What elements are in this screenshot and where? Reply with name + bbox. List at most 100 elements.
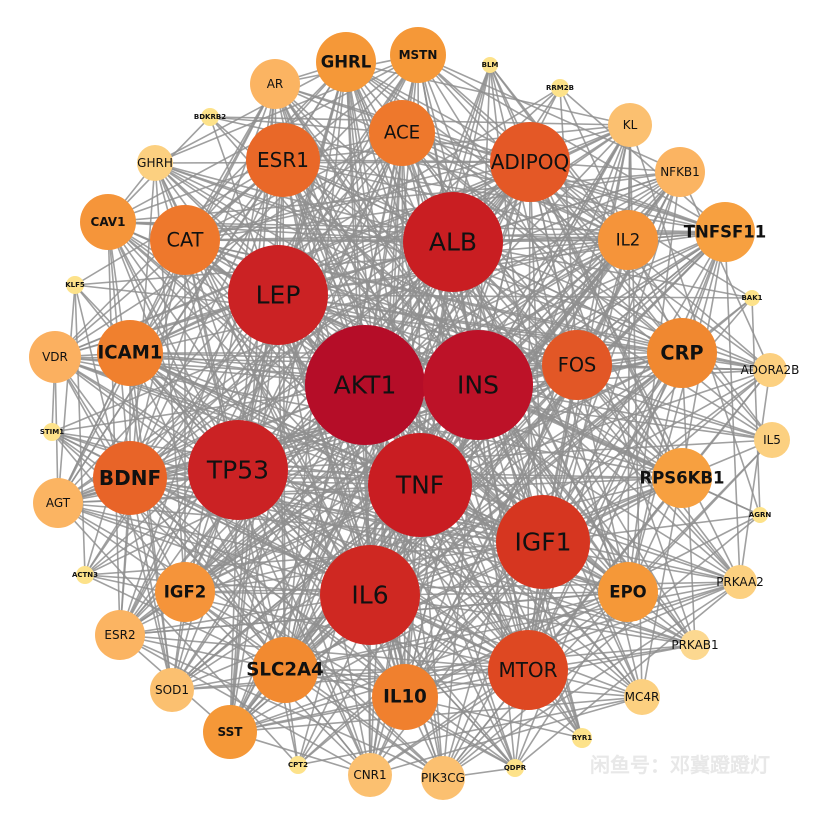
node-label: ICAM1 — [98, 343, 163, 364]
node — [624, 679, 660, 715]
node-label: ACTN3 — [72, 571, 98, 579]
edge — [229, 696, 643, 733]
node-label: QDPR — [504, 764, 527, 772]
node-label: SLC2A4 — [246, 660, 323, 681]
node — [608, 103, 652, 147]
node-label: MSTN — [399, 48, 438, 62]
node — [488, 630, 568, 710]
node — [348, 753, 392, 797]
node-label: KLF5 — [65, 281, 85, 289]
node-label: AKT1 — [334, 371, 397, 400]
node — [423, 330, 533, 440]
node — [496, 495, 590, 589]
node-label: MTOR — [498, 658, 557, 682]
node — [369, 100, 435, 166]
node — [598, 562, 658, 622]
node — [33, 478, 83, 528]
edge — [154, 61, 347, 164]
edge — [129, 159, 284, 479]
node — [203, 705, 257, 759]
node — [80, 194, 136, 250]
node-label: VDR — [42, 350, 68, 364]
node-label: CRP — [660, 342, 703, 365]
edge — [417, 54, 726, 233]
node — [490, 122, 570, 202]
node-label: BDKRB2 — [194, 113, 226, 121]
node — [320, 545, 420, 645]
edge — [184, 591, 516, 769]
node — [97, 320, 163, 386]
node — [66, 276, 84, 294]
node-label: TP53 — [206, 456, 269, 485]
edge — [54, 356, 286, 671]
node-label: ESR1 — [257, 148, 309, 172]
node-label: CNR1 — [353, 768, 386, 782]
node — [652, 448, 712, 508]
node — [93, 441, 167, 515]
node-label: BLM — [482, 61, 499, 69]
node — [29, 331, 81, 383]
edge — [129, 87, 561, 479]
edge — [724, 231, 741, 583]
node — [551, 79, 569, 97]
node-label: AR — [267, 77, 284, 91]
edge — [627, 171, 681, 593]
node-label: IL6 — [351, 581, 388, 610]
node-label: ACE — [384, 123, 420, 144]
node-label: TNFSF11 — [684, 223, 766, 242]
edge — [627, 124, 631, 593]
node-label: CAV1 — [91, 215, 126, 229]
node — [43, 423, 61, 441]
edge — [282, 159, 286, 671]
node-label: ADIPOQ — [491, 150, 570, 174]
node-label: IL10 — [383, 687, 427, 708]
node-label: BAK1 — [741, 294, 762, 302]
node-label: GHRH — [137, 156, 173, 170]
node — [421, 756, 465, 800]
edge — [274, 83, 583, 739]
node — [723, 565, 757, 599]
node — [647, 318, 717, 388]
edge — [404, 514, 761, 698]
edge — [629, 124, 761, 516]
edge — [345, 61, 629, 241]
edge — [514, 591, 629, 769]
node-label: ALB — [429, 228, 477, 257]
edge — [229, 61, 347, 733]
node-label: PIK3CG — [421, 771, 465, 785]
edge — [284, 591, 629, 671]
node — [316, 32, 376, 92]
edge — [364, 171, 681, 386]
nodes: AKT1 INS TNF ALB LEP TP53 IL6 IGF1 MTOR FOS ADIPOQ… — [29, 27, 799, 800]
node-label: BDNF — [99, 466, 161, 490]
node — [76, 566, 94, 584]
edge — [442, 581, 741, 779]
edge — [751, 297, 761, 516]
node-label: ESR2 — [104, 628, 135, 642]
edge — [274, 83, 629, 241]
node-label: IL5 — [763, 433, 781, 447]
edge — [119, 54, 419, 636]
edge — [51, 171, 681, 433]
edge — [452, 241, 643, 698]
node — [137, 145, 173, 181]
edge — [417, 54, 681, 173]
node — [403, 192, 503, 292]
node-label: CAT — [167, 229, 204, 252]
edge — [129, 87, 561, 354]
node — [305, 325, 425, 445]
edge — [57, 284, 76, 504]
edge — [119, 634, 444, 779]
edge — [739, 369, 771, 583]
node — [506, 759, 524, 777]
node — [598, 210, 658, 270]
node — [542, 330, 612, 400]
edge — [627, 231, 726, 593]
node-label: STIM1 — [40, 428, 64, 436]
node-label: NFKB1 — [660, 165, 700, 179]
node — [753, 353, 787, 387]
node — [372, 664, 438, 730]
edge — [282, 159, 683, 479]
watermark: 闲鱼号：邓冀蹬蹬灯 — [590, 753, 770, 777]
node — [695, 202, 755, 262]
